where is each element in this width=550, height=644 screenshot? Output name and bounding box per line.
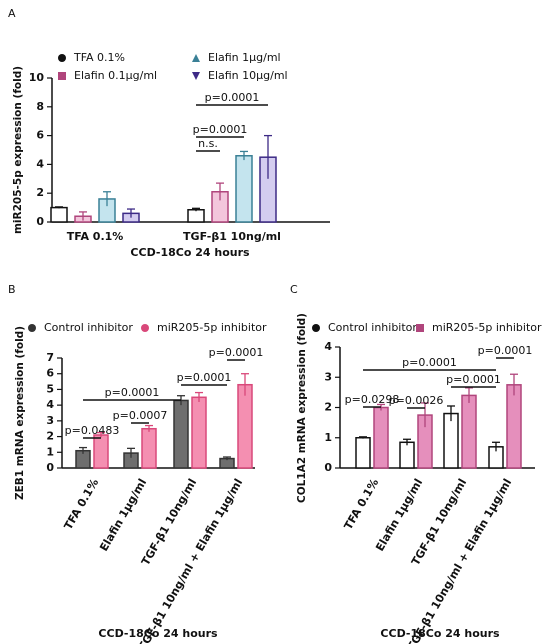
significance-label: p=0.0001 (177, 371, 232, 384)
bar (506, 384, 522, 469)
y-tick-label: 3 (324, 370, 332, 383)
legend-marker (192, 72, 200, 80)
bar (355, 437, 371, 469)
x-tick-label: Elafin 1µg/ml (373, 477, 425, 554)
bar (187, 209, 205, 223)
significance-label: p=0.0001 (446, 373, 501, 386)
legend-label: Elafin 0.1µg/ml (74, 69, 157, 82)
legend-marker (58, 72, 66, 80)
x-tick-label: TFA 0.1% (67, 230, 124, 243)
y-tick-label: 4 (36, 157, 44, 170)
significance-label: p=0.0483 (65, 424, 120, 437)
legend-label: TFA 0.1% (73, 51, 125, 64)
significance-label: p=0.0001 (478, 344, 533, 357)
y-tick-label: 3 (46, 414, 54, 427)
y-axis-label: miR205-5p expression (fold) (12, 66, 24, 234)
significance-label: p=0.0001 (402, 356, 457, 369)
significance-label: p=0.0026 (389, 394, 444, 407)
significance-label: p=0.0001 (105, 386, 160, 399)
y-tick-label: 5 (46, 382, 54, 395)
bar (141, 427, 157, 469)
y-tick-label: 7 (46, 351, 54, 364)
bar (173, 399, 189, 469)
significance-label: p=0.0001 (205, 91, 260, 104)
legend-label: Control inhibitor (328, 321, 417, 334)
y-tick-label: 6 (36, 129, 44, 142)
legend-label: Control inhibitor (44, 321, 133, 334)
bar (237, 383, 253, 469)
x-tick-label: TGF-β1 10ng/ml (183, 230, 281, 243)
legend-marker (312, 324, 320, 332)
y-tick-label: 1 (46, 445, 54, 458)
significance-label: p=0.0001 (209, 346, 264, 359)
y-axis-label: COL1A2 mRNA expression (fold) (296, 313, 308, 503)
x-axis-label: CCD-18Co 24 hours (380, 627, 500, 640)
panel-label: B (8, 283, 16, 296)
x-tick-label: Elafin 1µg/ml (97, 477, 149, 554)
y-tick-label: 2 (324, 401, 332, 414)
panel-label: C (290, 283, 298, 296)
bar (191, 396, 207, 469)
y-tick-label: 2 (46, 430, 54, 443)
bar (461, 394, 477, 469)
bar (373, 406, 389, 469)
legend-label: miR205-5p inhibitor (432, 321, 542, 334)
legend-marker (141, 324, 149, 332)
y-tick-label: 4 (46, 398, 54, 411)
x-tick-label: TFA 0.1% (62, 477, 102, 533)
legend-marker (416, 324, 424, 332)
significance-label: p=0.0298 (345, 393, 400, 406)
bar (235, 155, 253, 223)
legend-marker (192, 54, 200, 62)
x-axis-label: CCD-18Co 24 hours (98, 627, 218, 640)
bar (93, 434, 109, 469)
y-tick-label: 0 (324, 461, 332, 474)
bar (50, 206, 68, 223)
significance-label: p=0.0001 (193, 123, 248, 136)
significance-label: p=0.0007 (113, 409, 168, 422)
y-tick-label: 1 (324, 431, 332, 444)
bar (443, 412, 459, 469)
y-tick-label: 8 (36, 100, 44, 113)
legend-label: Elafin 10µg/ml (208, 69, 288, 82)
y-tick-label: 6 (46, 367, 54, 380)
bar (399, 441, 415, 469)
y-axis-label: ZEB1 mRNA expression (fold) (14, 326, 26, 500)
legend-label: Elafin 1µg/ml (208, 51, 281, 64)
significance-label: n.s. (198, 137, 218, 150)
y-tick-label: 10 (29, 71, 45, 84)
legend-marker (28, 324, 36, 332)
y-tick-label: 2 (36, 186, 44, 199)
y-tick-label: 4 (324, 340, 332, 353)
x-axis-label: CCD-18Co 24 hours (130, 246, 250, 259)
y-tick-label: 0 (46, 461, 54, 474)
panel-label: A (8, 7, 16, 20)
legend-label: miR205-5p inhibitor (157, 321, 267, 334)
x-tick-label: TFA 0.1% (342, 477, 382, 533)
legend-marker (58, 54, 66, 62)
y-tick-label: 0 (36, 215, 44, 228)
